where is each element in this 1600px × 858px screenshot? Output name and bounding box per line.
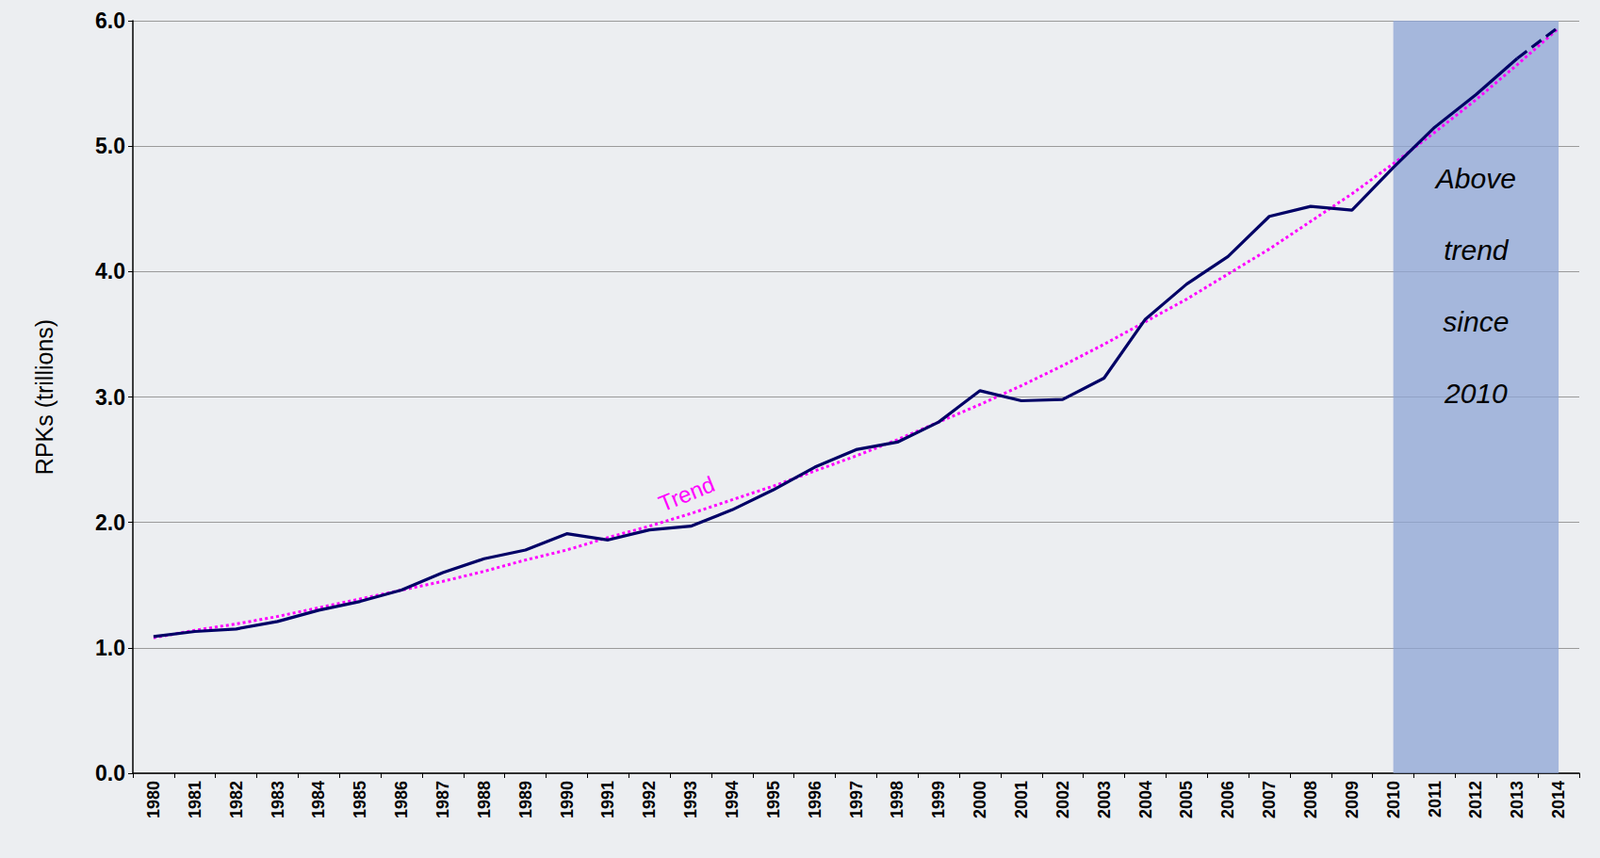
svg-text:2007: 2007 <box>1259 781 1279 819</box>
svg-text:2006: 2006 <box>1218 781 1238 819</box>
svg-text:1981: 1981 <box>185 781 205 819</box>
svg-text:2004: 2004 <box>1136 781 1156 819</box>
svg-text:2005: 2005 <box>1176 781 1196 819</box>
svg-text:1990: 1990 <box>557 781 577 819</box>
svg-text:1983: 1983 <box>268 781 288 819</box>
svg-text:1982: 1982 <box>227 781 246 819</box>
svg-text:4.0: 4.0 <box>95 259 126 284</box>
svg-text:2013: 2013 <box>1507 781 1527 819</box>
svg-text:Above: Above <box>1434 163 1517 195</box>
svg-text:1987: 1987 <box>433 781 453 819</box>
svg-text:1994: 1994 <box>722 781 742 819</box>
svg-text:2009: 2009 <box>1342 781 1362 819</box>
svg-text:2000: 2000 <box>970 781 990 819</box>
svg-text:6.0: 6.0 <box>95 8 126 33</box>
svg-text:1996: 1996 <box>805 781 825 819</box>
svg-text:2.0: 2.0 <box>95 510 126 536</box>
svg-text:2002: 2002 <box>1053 781 1073 819</box>
svg-text:5.0: 5.0 <box>95 133 126 159</box>
svg-text:2010: 2010 <box>1443 377 1508 409</box>
svg-text:trend: trend <box>1443 234 1510 266</box>
svg-text:1992: 1992 <box>639 781 659 819</box>
svg-text:Trend: Trend <box>654 471 719 517</box>
svg-text:2014: 2014 <box>1549 781 1568 819</box>
svg-text:1991: 1991 <box>598 781 618 819</box>
svg-text:2003: 2003 <box>1094 781 1114 819</box>
svg-text:1.0: 1.0 <box>95 636 126 661</box>
svg-text:1998: 1998 <box>887 781 907 819</box>
svg-text:1993: 1993 <box>681 781 701 819</box>
svg-text:2008: 2008 <box>1301 781 1321 819</box>
svg-text:1989: 1989 <box>516 781 536 819</box>
svg-text:since: since <box>1442 306 1509 338</box>
svg-text:1999: 1999 <box>929 781 948 819</box>
svg-text:1988: 1988 <box>474 781 494 819</box>
svg-text:RPKs (trillions): RPKs (trillions) <box>31 319 58 475</box>
svg-text:0.0: 0.0 <box>95 761 126 786</box>
svg-text:2011: 2011 <box>1425 781 1445 818</box>
svg-text:1984: 1984 <box>309 781 328 819</box>
svg-text:2010: 2010 <box>1384 781 1404 819</box>
svg-text:1985: 1985 <box>350 781 370 819</box>
svg-text:1980: 1980 <box>144 781 164 819</box>
svg-text:1986: 1986 <box>391 781 411 819</box>
svg-text:2012: 2012 <box>1466 781 1486 819</box>
svg-text:1995: 1995 <box>764 781 784 819</box>
svg-text:2001: 2001 <box>1012 781 1031 819</box>
svg-text:1997: 1997 <box>847 781 866 819</box>
svg-text:3.0: 3.0 <box>95 385 126 410</box>
